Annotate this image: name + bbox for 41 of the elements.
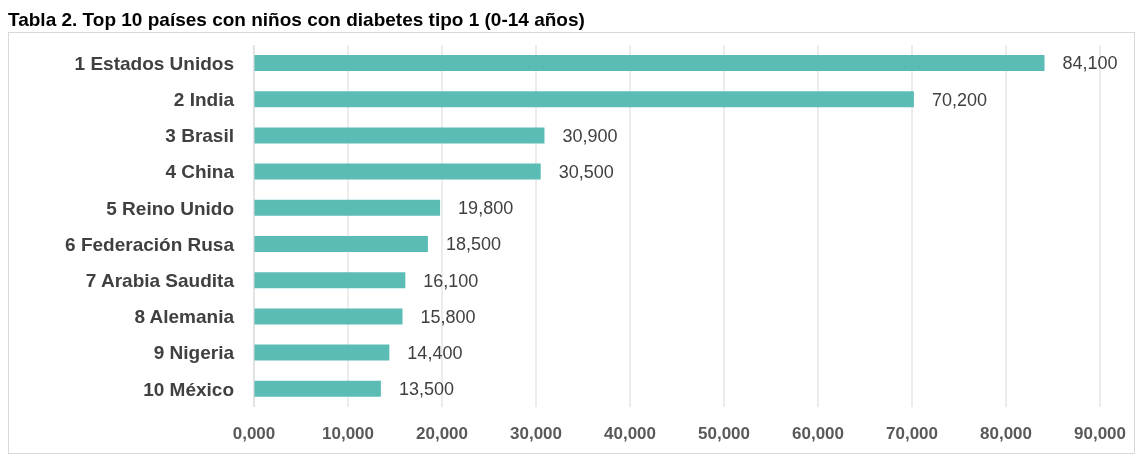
bar [254, 344, 390, 361]
y-tick-label: 10 México [143, 378, 234, 400]
bar [254, 127, 545, 144]
y-tick-label: 7 Arabia Saudita [85, 270, 235, 292]
bar [254, 272, 406, 289]
data-label: 16,100 [423, 270, 479, 291]
bar [254, 91, 914, 108]
x-tick-label: 10,000 [322, 424, 374, 444]
bar [254, 308, 403, 325]
data-label: 84,100 [1062, 53, 1118, 74]
data-label: 13,500 [398, 379, 454, 400]
data-label: 15,800 [420, 306, 476, 327]
data-label: 14,400 [407, 342, 463, 363]
data-label: 30,500 [558, 161, 614, 182]
bar [254, 199, 441, 216]
y-tick-label: 1 Estados Unidos [74, 52, 234, 74]
y-tick-label: 4 China [165, 161, 235, 183]
x-tick-label: 20,000 [416, 424, 468, 444]
y-tick-label: 8 Alemania [134, 306, 235, 328]
bar [254, 55, 1045, 71]
y-tick-label: 5 Reino Unido [106, 197, 234, 219]
bar [254, 380, 381, 397]
x-tick-label: 50,000 [698, 424, 750, 444]
x-tick-label: 40,000 [604, 424, 656, 444]
data-label: 18,500 [445, 234, 501, 255]
y-tick-label: 2 India [173, 89, 235, 111]
bar [254, 236, 428, 252]
data-label: 30,900 [562, 125, 618, 146]
chart-title: Tabla 2. Top 10 países con niños con diabetes tipo 1 (0-14 años) [8, 8, 586, 32]
x-tick-label: 90,000 [1074, 424, 1126, 444]
x-tick-label: 70,000 [886, 424, 938, 444]
x-tick-label: 0,000 [232, 424, 276, 444]
x-tick-label: 30,000 [510, 424, 562, 444]
x-tick-label: 60,000 [792, 424, 844, 444]
data-label: 70,200 [931, 89, 987, 110]
x-tick-label: 80,000 [980, 424, 1032, 444]
bar [254, 163, 541, 180]
y-tick-label: 6 Federación Rusa [65, 233, 235, 255]
y-tick-label: 3 Brasil [165, 125, 234, 147]
data-label: 19,800 [458, 198, 514, 219]
y-tick-label: 9 Nigeria [153, 342, 235, 364]
